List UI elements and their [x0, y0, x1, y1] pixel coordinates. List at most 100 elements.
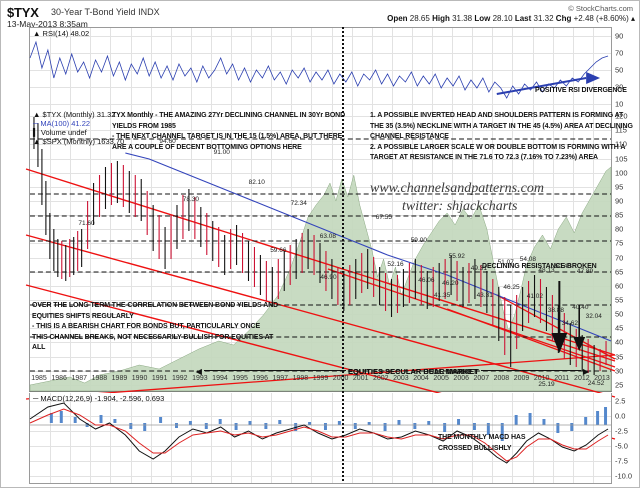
y-axis-tick: 120	[615, 111, 628, 121]
price-label: 46.20	[442, 279, 459, 287]
gridline	[50, 393, 51, 483]
gridline	[352, 393, 353, 483]
price-label: 24.52	[587, 380, 605, 388]
gridline	[372, 28, 373, 110]
gridline	[30, 476, 611, 477]
high-value: 31.38	[452, 14, 473, 23]
gridline	[131, 28, 132, 110]
gridline	[211, 109, 212, 391]
y-axis-tick: 85	[615, 210, 624, 220]
gridline	[30, 36, 611, 37]
chg-value: +2.48 (+8.60%)	[573, 14, 629, 23]
x-axis-tick: 2011	[554, 375, 570, 382]
y-axis-tick: 45	[615, 323, 624, 333]
x-axis-tick: 1992	[171, 375, 188, 382]
gridline	[251, 28, 252, 110]
gridline	[191, 109, 192, 391]
price-label: 38.88	[547, 307, 564, 315]
gridline	[30, 173, 611, 174]
main-price-panel: ▲ $TYX (Monthly) 31.32 ─ MA(100) 41.22 ▍…	[25, 109, 633, 440]
gridline	[271, 28, 272, 110]
gridline	[30, 87, 611, 88]
gridline	[332, 28, 333, 110]
gridline	[30, 104, 611, 105]
price-label: 91.00	[213, 149, 230, 157]
y-axis-tick: -10.0	[615, 471, 633, 481]
gridline	[352, 28, 353, 110]
gridline	[110, 28, 111, 110]
macd-gridlines	[30, 393, 611, 483]
y-axis-tick: 60	[615, 281, 624, 291]
x-axis-tick: 1996	[252, 375, 268, 382]
x-axis-tick: 2001	[352, 375, 369, 382]
gridline	[492, 28, 493, 110]
price-label: 78.30	[182, 195, 200, 203]
quote-bar: Open 28.65 High 31.38 Low 28.10 Last 31.…	[387, 14, 635, 23]
gridline	[171, 393, 172, 483]
ma-legend-icon: ─	[33, 119, 39, 128]
gridline	[211, 28, 212, 110]
rsi-legend-icon: ▲	[33, 29, 41, 38]
high-label: High	[432, 14, 450, 23]
price-label: 67.55	[375, 214, 392, 222]
gridline	[291, 393, 292, 483]
gridline	[412, 393, 413, 483]
y-axis-tick: 75	[615, 238, 624, 248]
x-axis-tick: 2012	[574, 375, 590, 382]
x-axis-tick: 2005	[433, 375, 449, 382]
gridline	[30, 461, 611, 462]
gridline	[30, 70, 611, 71]
gridline	[452, 393, 453, 483]
macd-panel: ─ MACD(12,26,9) -1.904, -2.596, 0.693 TH…	[29, 393, 632, 484]
price-label: 48.13	[538, 266, 555, 274]
rsi-plot	[29, 40, 609, 99]
gridline	[30, 187, 611, 188]
gridline	[271, 393, 272, 483]
gridline	[593, 393, 594, 483]
gridline	[332, 393, 333, 483]
x-axis-tick: 1999	[312, 375, 329, 382]
ma100-line	[125, 152, 612, 342]
low-value: 28.10	[492, 14, 513, 23]
rsi-panel: ▲ RSI(14) 48.02 POSITIVE RSI DIVERGENCE …	[29, 27, 627, 111]
macd-plot	[29, 402, 611, 464]
breakout-arrow-down	[551, 281, 568, 353]
y-axis-tick: 95	[615, 182, 624, 192]
rsi-legend: ▲ RSI(14) 48.02	[33, 29, 90, 38]
x-axis-tick: 2013	[594, 375, 610, 382]
y-axis-tick: 0.0	[615, 411, 626, 421]
gridline	[50, 28, 51, 110]
gridline	[291, 109, 292, 391]
price-label: 46.90	[320, 273, 337, 281]
gridline	[472, 28, 473, 110]
gridline	[231, 28, 232, 110]
y-axis-tick: 30	[615, 366, 624, 376]
gridline	[110, 393, 111, 483]
gridline	[50, 109, 51, 391]
gridline	[30, 159, 611, 160]
y-axis-tick: 30	[615, 82, 624, 92]
price-label: 43.31	[476, 292, 493, 300]
x-axis-tick: 1994	[212, 375, 228, 382]
chart-datetime: 13-May-2013 8:35am	[7, 19, 88, 29]
gridline	[191, 393, 192, 483]
price-label: 59.66	[270, 246, 287, 254]
gridline	[553, 28, 554, 110]
gridline	[151, 28, 152, 110]
y-axis-tick: 40	[615, 337, 624, 347]
gridline	[392, 28, 393, 110]
secular-bull-band: ◀ EQUITIES SECULAR BULL MARKET	[196, 367, 478, 376]
gridline	[412, 109, 413, 391]
rsi-divergence-annotation: POSITIVE RSI DIVERGENCE	[535, 87, 627, 94]
y-axis-tick: 35	[615, 352, 624, 362]
symbol-title: $TYX	[7, 5, 39, 20]
price-label: 41.02	[526, 292, 543, 300]
x-axis-tick: 1986	[51, 375, 67, 382]
y-axis-tick: -5.0	[615, 441, 628, 451]
x-axis-tick: 2010	[533, 375, 550, 382]
annotation-bottom-left: OVER THE LONG TERM THE CORRELATION BETWE…	[32, 302, 279, 351]
gridline	[30, 53, 611, 54]
gridline	[30, 130, 611, 131]
x-axis-tick: 1990	[131, 375, 148, 382]
